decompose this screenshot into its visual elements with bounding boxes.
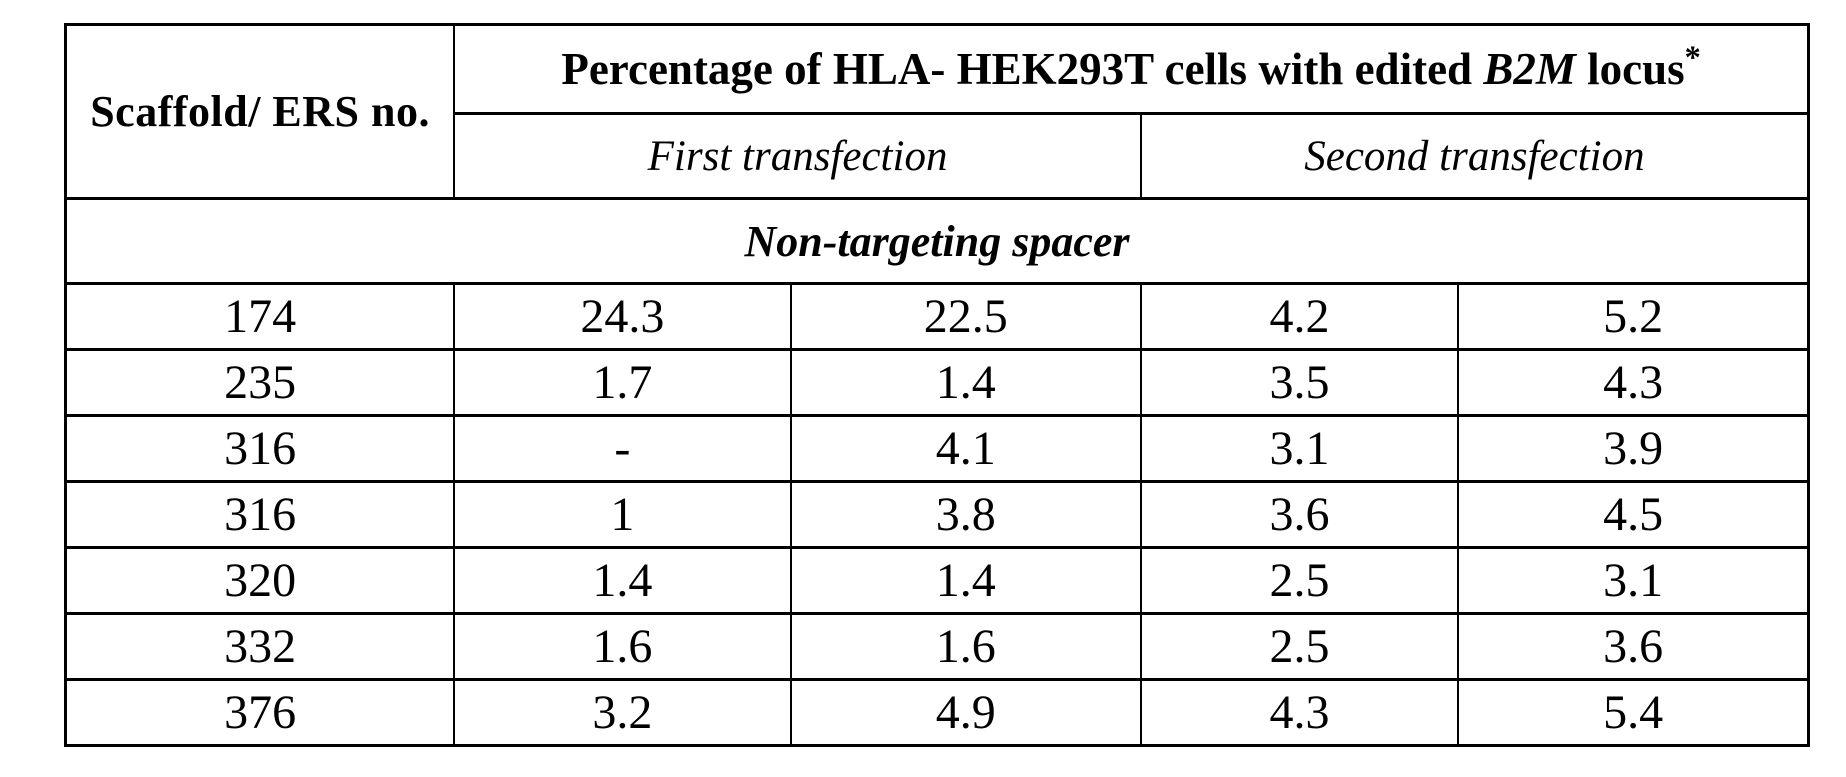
value-cell: 4.9 bbox=[789, 678, 1142, 747]
value-cell: 1.6 bbox=[789, 612, 1142, 681]
header-row-2: First transfection Second transfection bbox=[66, 112, 1810, 200]
value-cell: 1.6 bbox=[453, 612, 792, 681]
table-row: 316 - 4.1 3.1 3.9 bbox=[64, 414, 1810, 483]
value-cell: 4.1 bbox=[789, 414, 1142, 483]
results-table: Scaffold/ ERS no. Percentage of HLA- HEK… bbox=[64, 23, 1810, 747]
ers-cell: 174 bbox=[64, 282, 456, 351]
table-row: 376 3.2 4.9 4.3 5.4 bbox=[64, 678, 1810, 747]
value-cell: 1.4 bbox=[789, 348, 1142, 417]
ers-cell: 320 bbox=[64, 546, 456, 615]
value-cell: 3.6 bbox=[1139, 480, 1460, 549]
value-cell: 4.3 bbox=[1139, 678, 1460, 747]
value-cell: 1.7 bbox=[453, 348, 792, 417]
value-cell: 3.8 bbox=[789, 480, 1142, 549]
section-header-cell: Non-targeting spacer bbox=[64, 197, 1810, 285]
header-row-1: Scaffold/ ERS no. Percentage of HLA- HEK… bbox=[64, 23, 1810, 200]
ers-cell: 332 bbox=[64, 612, 456, 681]
value-cell: 1.4 bbox=[789, 546, 1142, 615]
second-transfection-header: Second transfection bbox=[1139, 112, 1810, 200]
value-cell: 1.4 bbox=[453, 546, 792, 615]
table-row: 174 24.3 22.5 4.2 5.2 bbox=[64, 282, 1810, 351]
table-row: 332 1.6 1.6 2.5 3.6 bbox=[64, 612, 1810, 681]
value-cell: - bbox=[453, 414, 792, 483]
corner-header-cell: Scaffold/ ERS no. bbox=[64, 23, 456, 200]
value-cell: 3.6 bbox=[1457, 612, 1810, 681]
value-cell: 3.1 bbox=[1139, 414, 1460, 483]
footnote-asterisk: * bbox=[1684, 40, 1701, 76]
value-cell: 3.5 bbox=[1139, 348, 1460, 417]
value-cell: 5.4 bbox=[1457, 678, 1810, 747]
ers-cell: 376 bbox=[64, 678, 456, 747]
table-row: 235 1.7 1.4 3.5 4.3 bbox=[64, 348, 1810, 417]
value-cell: 3.2 bbox=[453, 678, 792, 747]
value-cell: 2.5 bbox=[1139, 546, 1460, 615]
value-cell: 4.5 bbox=[1457, 480, 1810, 549]
first-transfection-header: First transfection bbox=[453, 112, 1142, 200]
value-cell: 3.1 bbox=[1457, 546, 1810, 615]
ers-cell: 235 bbox=[64, 348, 456, 417]
value-cell: 4.2 bbox=[1139, 282, 1460, 351]
value-cell: 22.5 bbox=[789, 282, 1142, 351]
value-cell: 2.5 bbox=[1139, 612, 1460, 681]
value-cell: 4.3 bbox=[1457, 348, 1810, 417]
value-cell: 3.9 bbox=[1457, 414, 1810, 483]
ers-cell: 316 bbox=[64, 480, 456, 549]
value-cell: 24.3 bbox=[453, 282, 792, 351]
table-row: 320 1.4 1.4 2.5 3.1 bbox=[64, 546, 1810, 615]
ers-cell: 316 bbox=[64, 414, 456, 483]
gene-name-text: B2M bbox=[1483, 44, 1576, 94]
section-row: Non-targeting spacer bbox=[64, 197, 1810, 285]
main-header-suffix: locus bbox=[1575, 44, 1685, 94]
table-row: 316 1 3.8 3.6 4.5 bbox=[64, 480, 1810, 549]
value-cell: 5.2 bbox=[1457, 282, 1810, 351]
value-cell: 1 bbox=[453, 480, 792, 549]
main-header-text: Percentage of HLA- HEK293T cells with ed… bbox=[561, 44, 1484, 94]
main-header-cell: Percentage of HLA- HEK293T cells with ed… bbox=[453, 23, 1810, 115]
